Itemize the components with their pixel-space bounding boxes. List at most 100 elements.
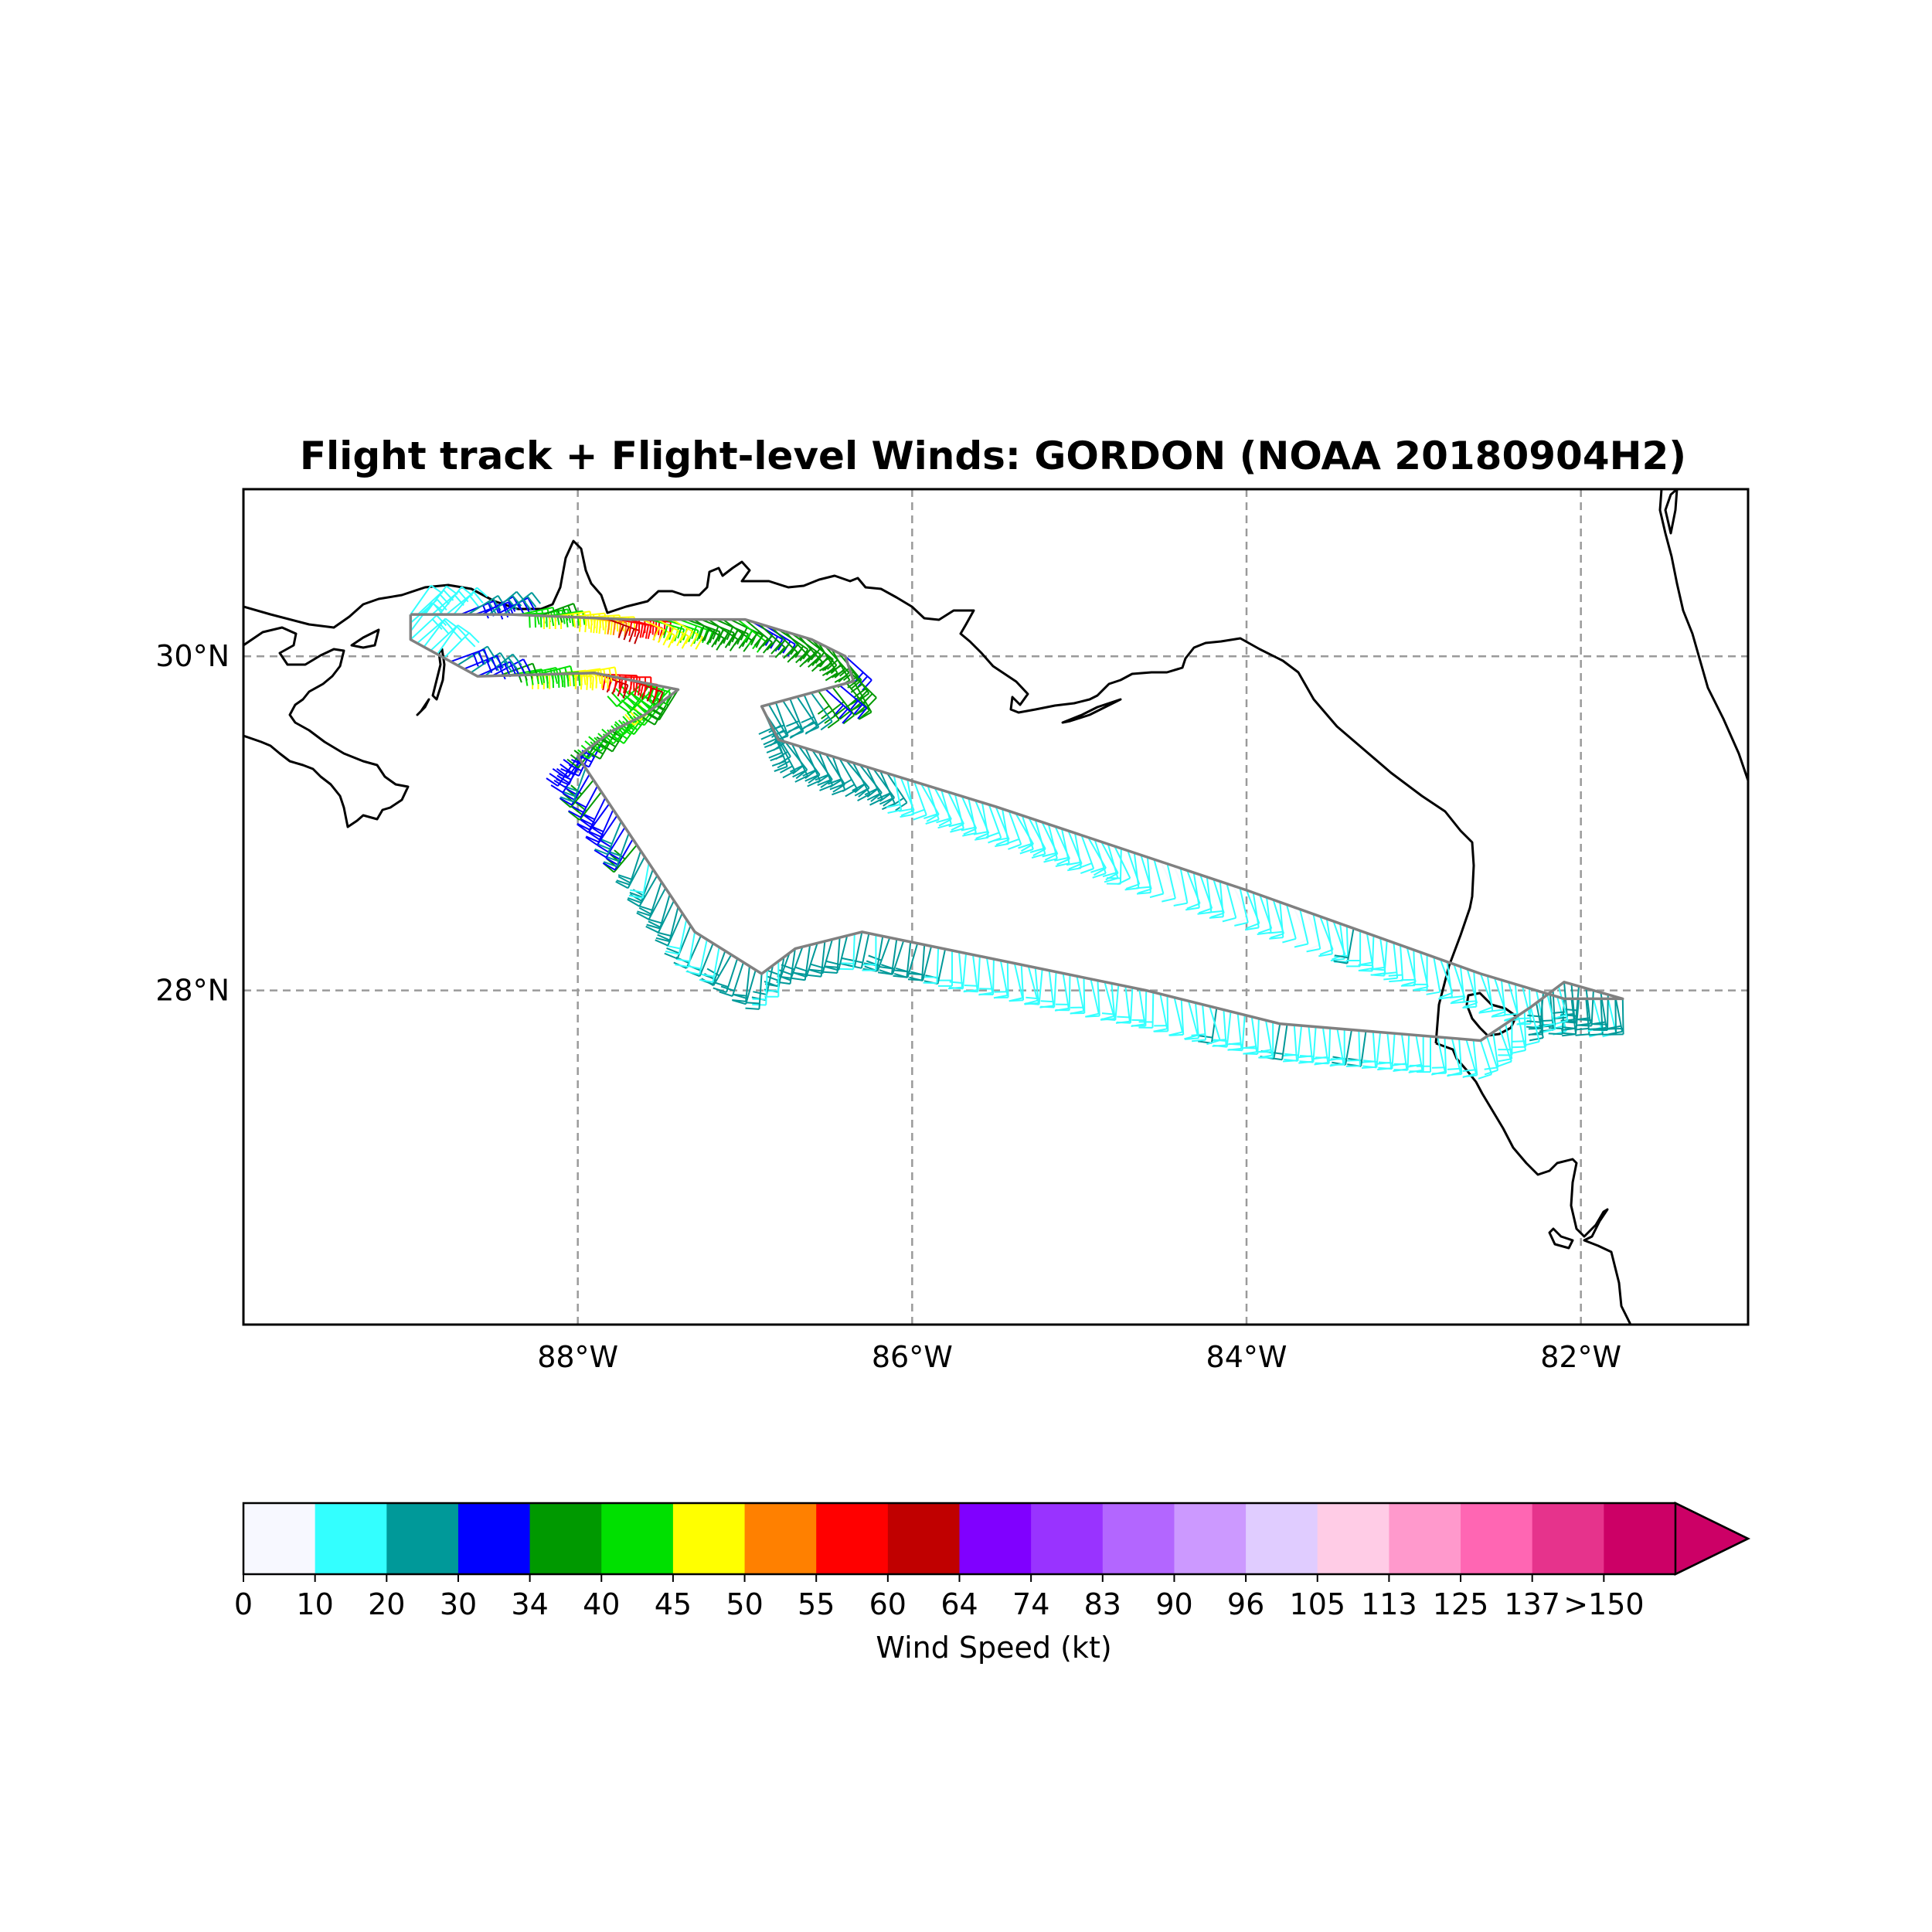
colorbar-bin [243, 1503, 316, 1574]
wind-barb [1023, 965, 1039, 1005]
atlantic-coast [1658, 489, 1748, 781]
colorbar-bin [601, 1503, 674, 1574]
st-joseph-bay-island [1061, 698, 1122, 724]
wind-barb [973, 802, 989, 841]
wind-barb [1282, 1025, 1298, 1063]
wind-barb [1106, 848, 1122, 885]
wind-barb [1226, 1013, 1243, 1051]
wind-barb [815, 752, 834, 791]
wind-barb [646, 894, 671, 930]
colorbar-bin [1246, 1503, 1318, 1574]
wind-barb [1407, 1035, 1423, 1073]
wind-barb [1576, 988, 1591, 1026]
wind-barb [807, 940, 826, 978]
wind-barb [417, 619, 454, 645]
wind-barb [1498, 1027, 1512, 1067]
colorbar-tick-label: 125 [1433, 1587, 1489, 1621]
wind-barb [1206, 1005, 1221, 1046]
wind-barb [816, 642, 838, 682]
lon-tick-label: 82°W [1540, 1340, 1621, 1374]
colorbar-tick-label: 96 [1227, 1587, 1264, 1621]
wind-barb [1430, 1036, 1446, 1076]
wind-barb [1234, 887, 1249, 927]
wind-barb [637, 881, 662, 917]
wind-barb [1607, 996, 1624, 1036]
colorbar-bin [1317, 1503, 1389, 1574]
wind-barb [864, 766, 883, 806]
wind-barb [1333, 928, 1355, 964]
wind-barb [1115, 985, 1131, 1024]
wind-barb [488, 590, 526, 615]
colorbar-tick-label: 50 [726, 1587, 763, 1621]
colorbar: 0 10 20 30 34 40 45 50 55 60 64 74 83 90 96 105 113 125 13… [234, 1501, 1750, 1665]
colorbar-bin [529, 1503, 602, 1574]
colorbar-tick-label: 45 [655, 1587, 692, 1621]
wind-barb [1090, 839, 1107, 879]
atlantic-coast-inlet [1664, 489, 1679, 535]
wind-barb [862, 934, 877, 971]
wind-barb [1005, 811, 1022, 850]
colorbar-tick-label: 74 [1012, 1587, 1049, 1621]
wind-barb [993, 960, 1009, 999]
colorbar-bin [1102, 1503, 1175, 1574]
wind-barb [1153, 994, 1168, 1032]
chandeleur-island [431, 648, 446, 701]
colorbar-bin [1389, 1503, 1461, 1574]
wind-barb [978, 957, 994, 996]
wind-barb [802, 747, 821, 787]
map-frame [242, 488, 1750, 1326]
wind-barb [839, 934, 855, 971]
wind-barb [443, 632, 480, 659]
colorbar-tick-label: 113 [1361, 1587, 1417, 1621]
wind-barb [893, 941, 912, 978]
wind-barb [1392, 1033, 1408, 1072]
wind-barb [757, 623, 786, 658]
wind-barb [1042, 824, 1058, 863]
wind-barb [1298, 1026, 1314, 1064]
colorbar-tick-label: 34 [511, 1587, 548, 1621]
wind-barb [1478, 1040, 1493, 1080]
wind-barb [1131, 988, 1146, 1027]
wind-barb [656, 618, 689, 649]
wind-barb [1136, 857, 1151, 895]
colorbar-bins [243, 1503, 1676, 1574]
wind-barb [899, 779, 915, 818]
wind-barb [1490, 979, 1506, 1018]
wind-barb [1173, 868, 1189, 906]
coastlines [243, 489, 1748, 1325]
wind-barb [810, 692, 833, 731]
wind-barb [1498, 1023, 1513, 1063]
wind-barb [713, 957, 739, 994]
colorbar-tick-label: 137 [1504, 1587, 1560, 1621]
wind-barb [437, 624, 470, 655]
mississippi-delta-island [350, 628, 380, 649]
wind-barb [1345, 1030, 1361, 1067]
wind-barb [1370, 940, 1388, 977]
colorbar-bin [1031, 1503, 1104, 1574]
flight-track-layer [409, 613, 1624, 1043]
wind-barb [963, 954, 978, 993]
latitude-tick-labels: 30°N 28°N [155, 639, 230, 1007]
colorbar-extend-arrow [1674, 1501, 1750, 1577]
colorbar-bin [959, 1503, 1032, 1574]
wind-barb [1400, 950, 1416, 987]
wind-barb [1512, 1015, 1527, 1054]
wind-barb [823, 937, 841, 974]
wind-barb [560, 767, 587, 803]
wind-barb [1282, 904, 1297, 944]
lat-tick-label: 28°N [155, 974, 230, 1008]
wind-barb [993, 808, 1009, 848]
wind-barb [1100, 981, 1115, 1021]
wind-barb [877, 939, 898, 975]
wind-barb [675, 931, 696, 968]
wind-barb [585, 809, 614, 843]
colorbar-tick-label: 83 [1084, 1587, 1121, 1621]
wind-barb [503, 592, 541, 615]
plot-title: Flight track + Flight-level Winds: GORDO… [300, 434, 1686, 478]
wind-barb [484, 653, 522, 677]
colorbar-tick-label: >150 [1563, 1587, 1644, 1621]
wind-barb [1328, 1028, 1345, 1067]
colorbar-bin [887, 1503, 961, 1574]
wind-barb [1478, 975, 1494, 1014]
